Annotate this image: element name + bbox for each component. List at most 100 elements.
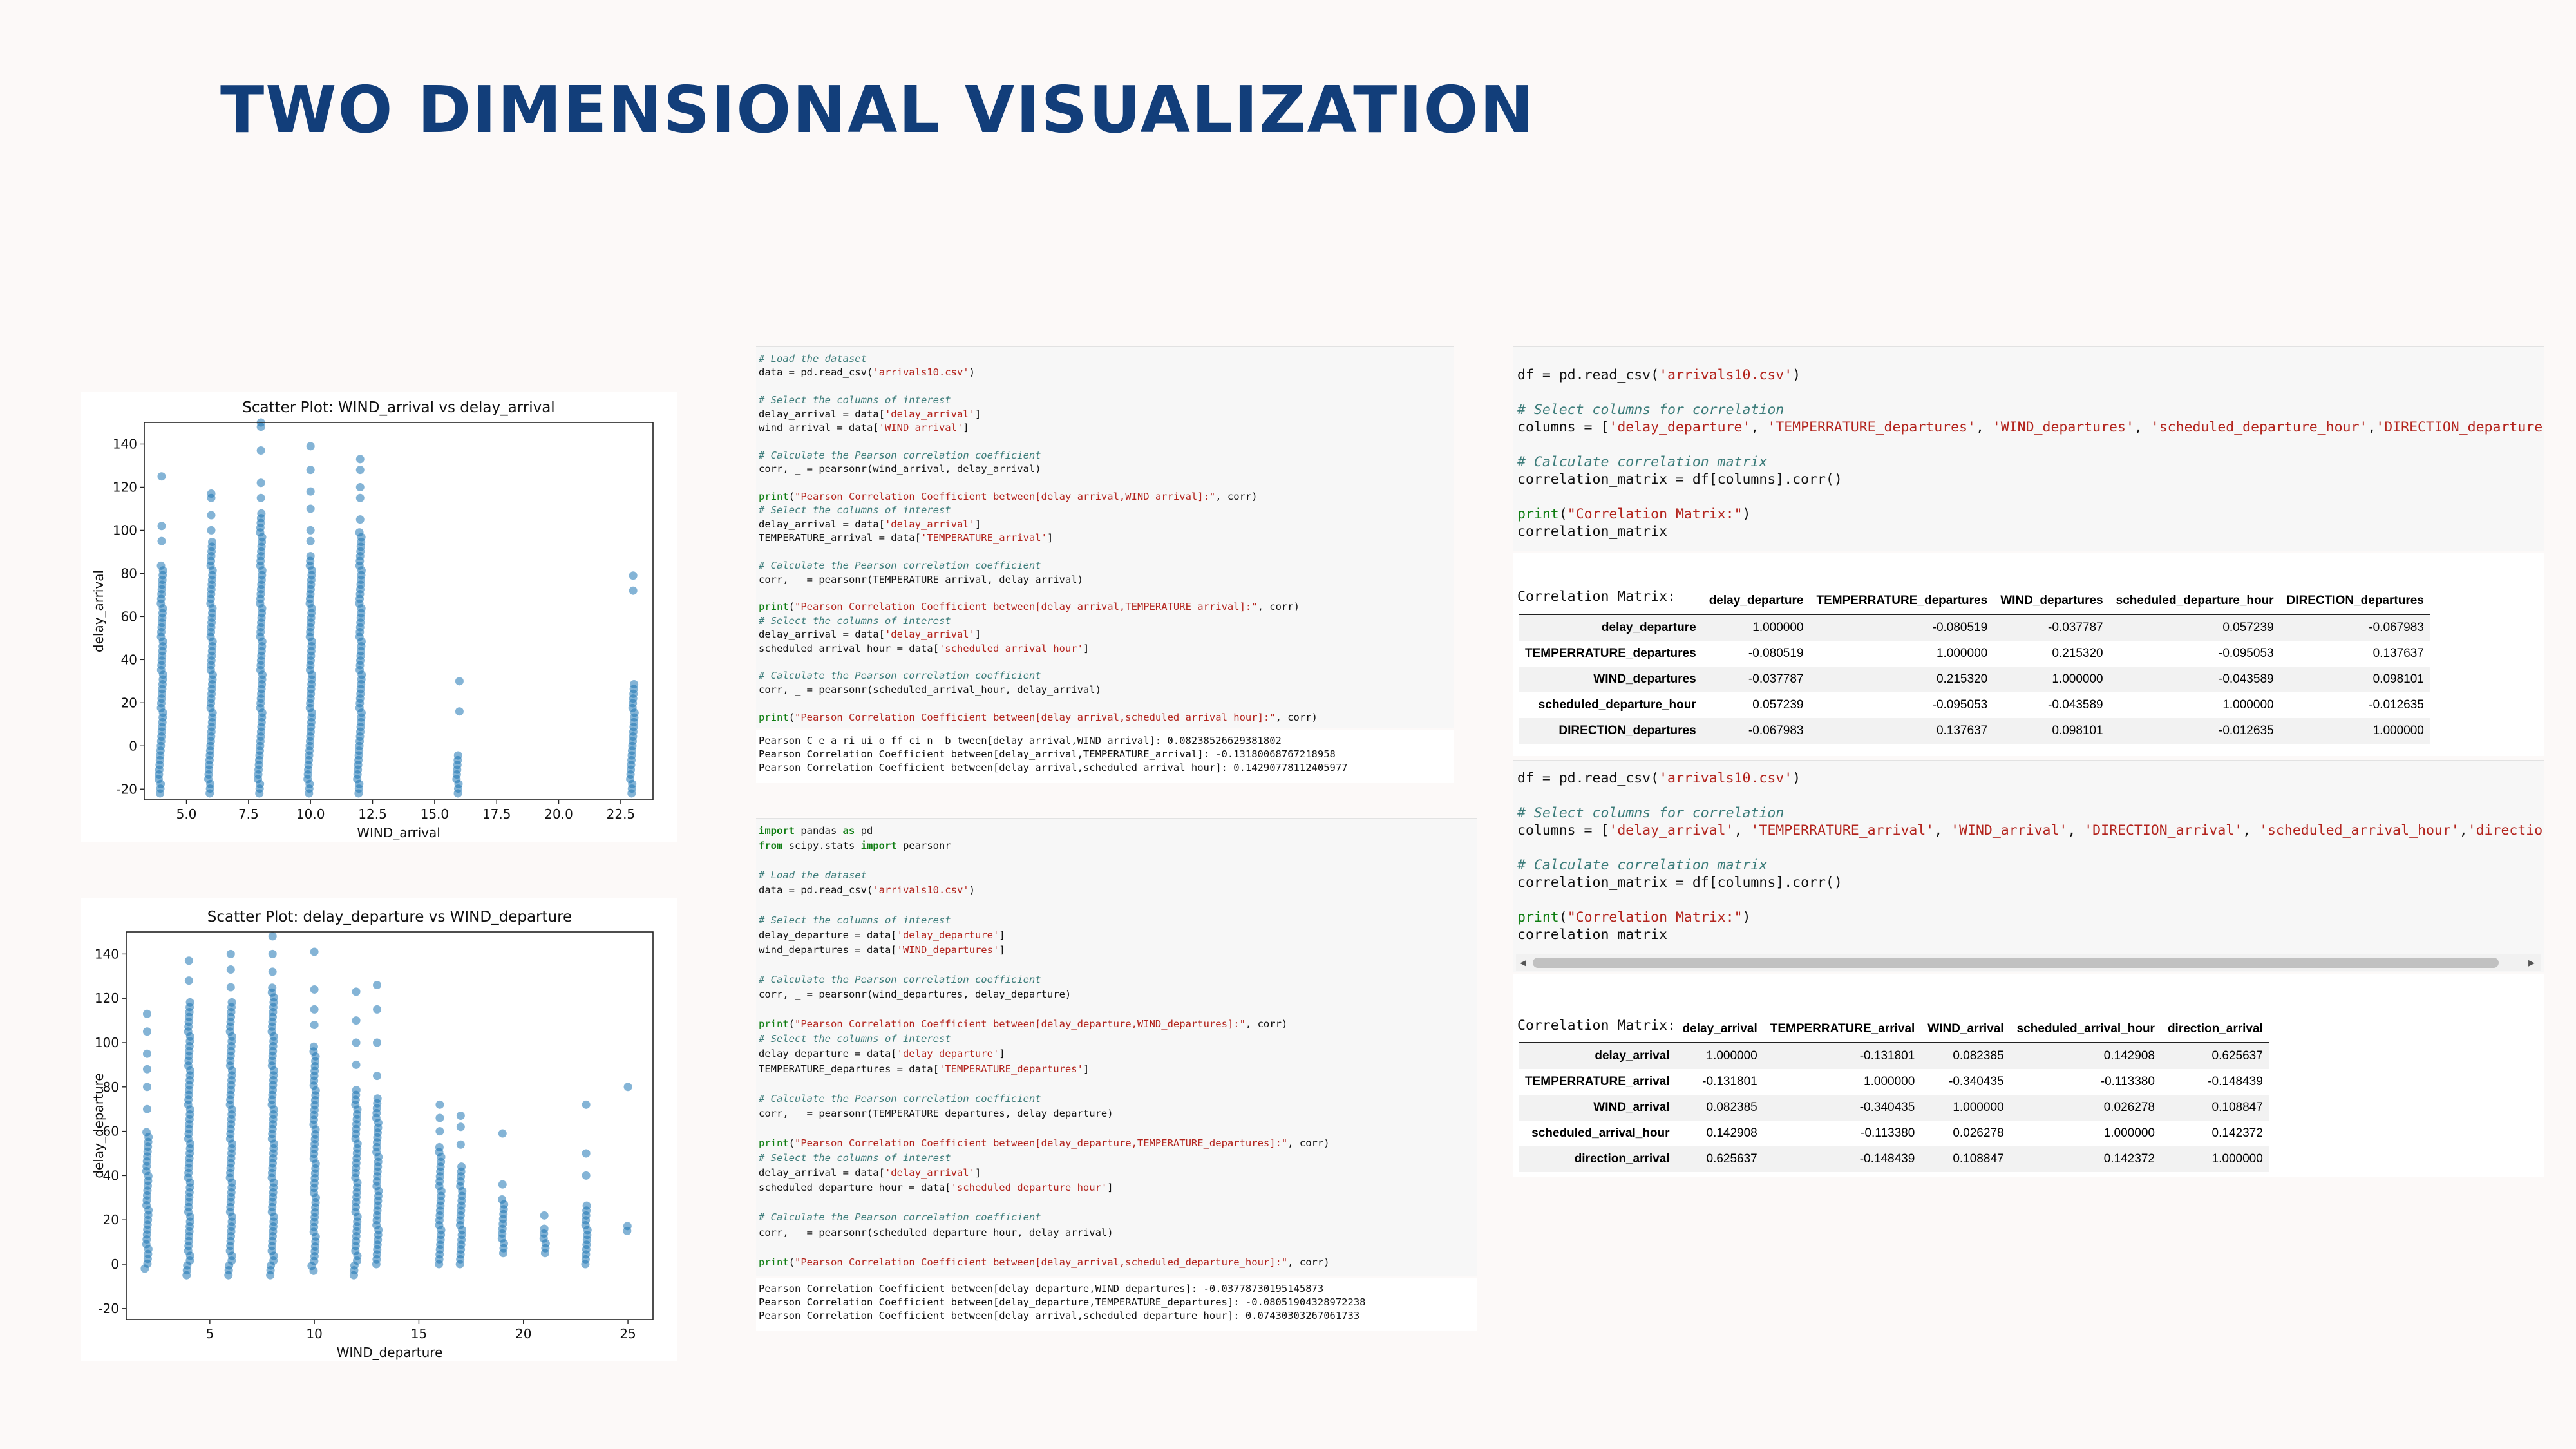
code-cell-arrival-correlation[interactable]: # Load the dataset data = pd.read_csv('ar… [756, 346, 1454, 728]
x-tick-label: 25 [620, 1326, 636, 1341]
data-point [207, 489, 216, 498]
code-line: # Load the dataset [759, 352, 1452, 366]
data-point [373, 1038, 382, 1047]
data-point [268, 949, 277, 958]
code-token: # Select the columns of interest [759, 394, 951, 406]
code-line: ​ [759, 1195, 1475, 1210]
code-token: "Pearson Correlation Coefficient between… [795, 601, 1258, 613]
code-token: ( [788, 1256, 795, 1268]
y-tick-label: 120 [95, 990, 119, 1006]
code-token: ] [963, 422, 969, 434]
table-cell: 0.108847 [2211, 1101, 2263, 1114]
code-token: delay_arrival = data[ [759, 1167, 885, 1179]
y-tick-label: 0 [129, 738, 137, 753]
data-point [226, 965, 235, 974]
code-line: ​ [1517, 488, 2540, 506]
x-tick-label: 17.5 [482, 806, 511, 822]
code-line: ​ [759, 853, 1475, 868]
output-line: Pearson Correlation Coefficient between[… [759, 762, 1348, 773]
table-cell: -0.043589 [2048, 698, 2103, 712]
code-line: delay_arrival = data['delay_arrival'] [759, 1166, 1475, 1180]
plot-frame [144, 422, 654, 800]
horizontal-scrollbar[interactable]: ◂ ▸ [1516, 954, 2541, 971]
table-cell: 0.137637 [2372, 647, 2424, 660]
code-token: ) [1792, 367, 1801, 383]
code-line: columns = ['delay_departure', 'TEMPERRAT… [1517, 419, 2544, 436]
data-point [310, 1005, 319, 1014]
code-token: ( [788, 1137, 795, 1149]
code-token: 'TEMPERRATURE_departures' [1767, 419, 1976, 435]
row-header: scheduled_arrival_hour [1531, 1126, 1670, 1140]
row-header: DIRECTION_departures [1558, 724, 1696, 737]
code-token: ) [1792, 770, 1801, 786]
scroll-left-arrow[interactable]: ◂ [1520, 954, 1527, 970]
code-token: delay_arrival = data[ [759, 629, 885, 641]
code-line: ​ [759, 656, 1452, 669]
data-point [256, 446, 265, 455]
row-header: TEMPERRATURE_arrival [1525, 1075, 1670, 1088]
code-line: columns = ['delay_arrival', 'TEMPERRATUR… [1517, 822, 2544, 839]
code-token: # Select the columns of interest [759, 1152, 951, 1164]
correlation-table-arrivals: delay_arrival TEMPERRATURE_arrival WIND_ar… [1519, 1016, 2269, 1172]
code-line: wind_departures = data['WIND_departures'… [759, 943, 1475, 958]
y-tick-label: 140 [95, 946, 119, 961]
data-point [355, 482, 365, 491]
data-point [373, 1072, 382, 1081]
scrollbar-thumb[interactable] [1533, 958, 2499, 968]
code-token: ] [1083, 642, 1090, 654]
data-point [268, 932, 277, 941]
code-token: , [2242, 822, 2260, 838]
data-points [154, 418, 639, 798]
data-point [498, 1180, 507, 1189]
code-token: ( [788, 601, 795, 613]
data-point [257, 509, 266, 518]
y-tick-label: 100 [113, 522, 137, 538]
code-token: 'scheduled_departure_hour' [951, 1182, 1108, 1194]
code-token: , [2134, 419, 2151, 435]
code-token: 'arrivals10.csv' [1659, 367, 1793, 383]
data-point [435, 1100, 444, 1109]
table-cell: -0.037787 [2048, 621, 2103, 634]
output-line: Pearson C e a ri ui o ff ci n b tween[de… [759, 735, 1282, 746]
code-token: , corr) [1245, 1018, 1288, 1030]
x-tick-label: 10 [306, 1326, 322, 1341]
x-tick-label: 22.5 [607, 806, 636, 822]
table-cell: 1.000000 [1864, 1075, 1915, 1088]
code-token: scheduled_arrival_hour = data[ [759, 642, 939, 654]
table-cell: 0.057239 [1752, 698, 1804, 712]
table-row: scheduled_arrival_hour 0.142908 -0.113380 0… [1519, 1121, 2269, 1146]
code-token: "Pearson Correlation Coefficient between… [795, 1137, 1288, 1149]
y-tick-label: 20 [121, 695, 137, 710]
code-token: TEMPERATURE_arrival = data[ [759, 532, 921, 544]
data-point [435, 1142, 444, 1151]
code-token: from [759, 840, 783, 852]
scatter-chart-wind-departure: Scatter Plot: delay_departure vs WIND_de… [91, 909, 654, 1360]
code-line: data = pd.read_csv('arrivals10.csv') [759, 883, 1475, 898]
code-token: print [1517, 909, 1559, 925]
scroll-right-arrow[interactable]: ▸ [2528, 954, 2535, 970]
table-cell: 1.000000 [2103, 1126, 2155, 1140]
table-row: WIND_arrival 0.082385 -0.340435 1.000000 0.0… [1519, 1095, 2269, 1121]
y-tick-label: 140 [113, 436, 137, 451]
code-line: ​ [759, 898, 1475, 913]
code-line: ​ [759, 1077, 1475, 1092]
table-cell: 0.215320 [2052, 647, 2103, 660]
data-point [306, 552, 315, 561]
column-header: WIND_arrival [1921, 1016, 2011, 1043]
code-cell-arrivals-matrix[interactable]: df = pd.read_csv('arrivals10.csv')​# Sel… [1513, 760, 2544, 972]
code-line: delay_arrival = data['delay_arrival'] [759, 628, 1452, 641]
code-token: 'delay_arrival' [884, 408, 975, 420]
data-point [142, 1128, 151, 1137]
table-cell: -0.113380 [1861, 1126, 1915, 1140]
code-token: delay_departure = data[ [759, 1048, 897, 1060]
code-cell-departures-matrix[interactable]: df = pd.read_csv('arrivals10.csv')​# Sel… [1513, 346, 2544, 551]
data-point [306, 536, 315, 545]
code-line: ​ [1517, 436, 2540, 453]
data-point [310, 947, 319, 956]
column-header: scheduled_departure_hour [2109, 588, 2280, 615]
code-line: ​ [1517, 384, 2540, 401]
code-token: 'delay_departure' [896, 1048, 999, 1060]
code-cell-departure-correlation[interactable]: import pandas as pd from scipy.stats impo… [756, 818, 1477, 1276]
code-token: scipy.stats [782, 840, 861, 852]
table-cell: -0.148439 [2208, 1075, 2263, 1088]
